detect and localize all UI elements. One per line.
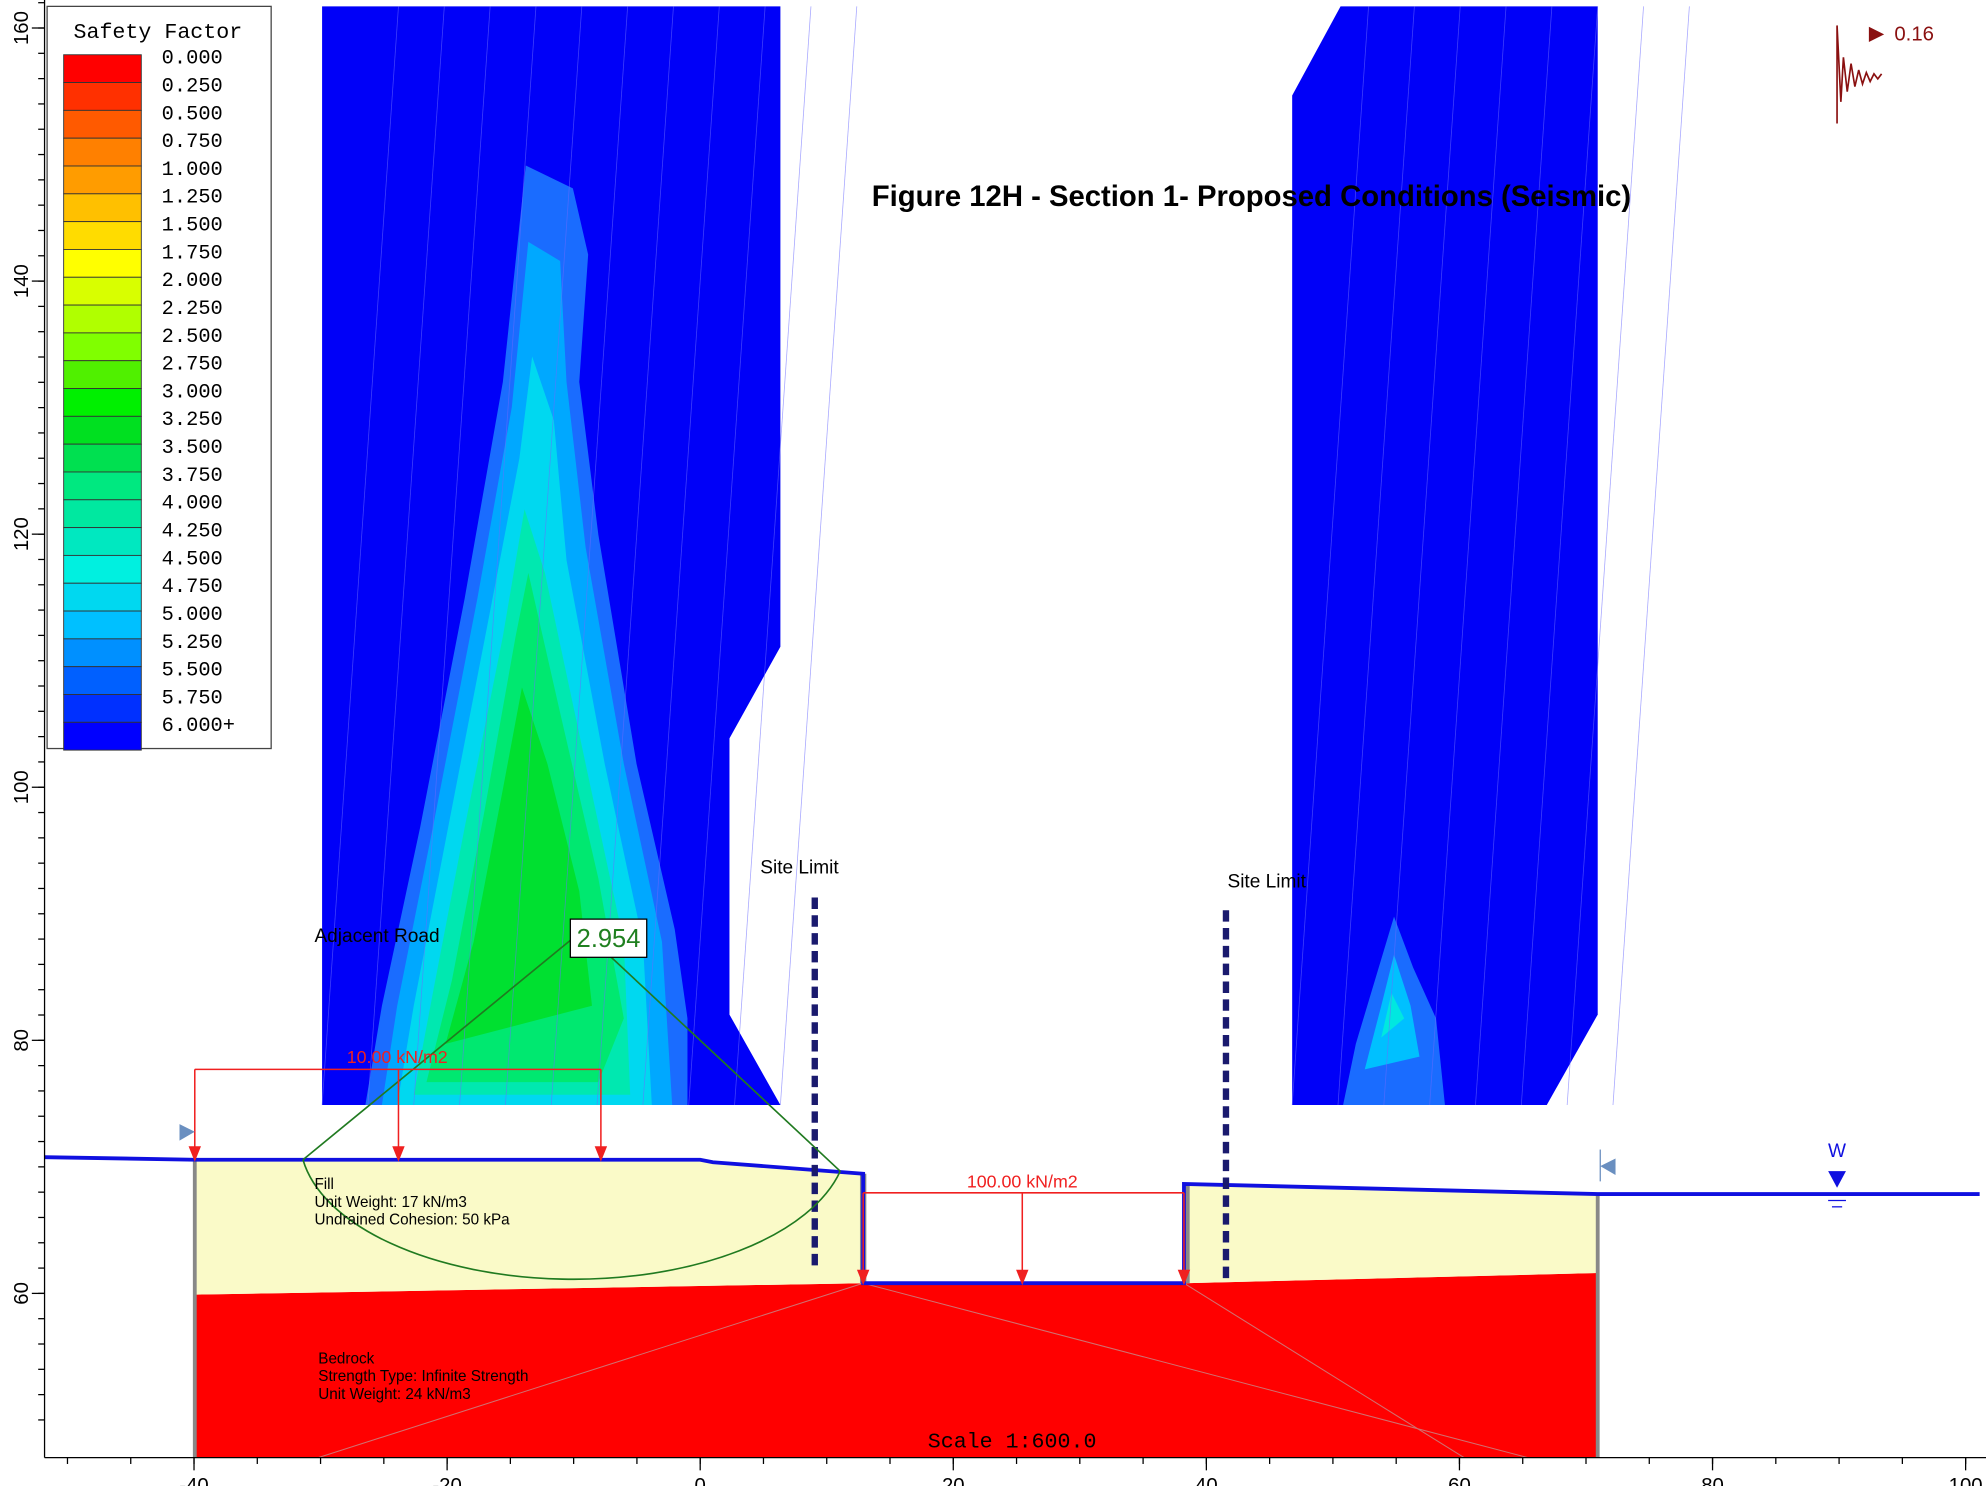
legend-swatch [64,667,142,695]
y-tick-label: 100 [11,770,33,804]
legend-swatch [64,110,142,138]
legend-label: 2.250 [162,298,223,321]
legend-label: 3.000 [162,381,223,404]
y-tick-label: 80 [11,1029,33,1052]
legend-swatch [64,611,142,639]
legend-swatch [64,249,142,277]
legend-swatch [64,639,142,667]
x-tick-label: -40 [179,1475,208,1486]
legend-swatch [64,166,142,194]
legend-label: 0.500 [162,103,223,126]
y-tick-label: 160 [11,11,33,45]
legend-swatch [64,277,142,305]
legend-label: 0.250 [162,75,223,98]
legend-label: 4.500 [162,548,223,571]
legend-label: 6.000+ [162,715,235,738]
legend-swatch [64,444,142,472]
x-tick-label: 20 [942,1475,965,1486]
legend-swatch [64,416,142,444]
water-marker [1828,1171,1846,1188]
material-label: Strength Type: Infinite Strength [318,1368,528,1385]
legend-swatch [64,389,142,417]
legend-swatch [64,138,142,166]
legend-label: 2.000 [162,270,223,293]
legend-label: 3.250 [162,409,223,432]
legend-label: 5.250 [162,632,223,655]
legend-swatch [64,500,142,528]
mesh-line [1613,6,1689,1105]
legend-label: 4.250 [162,521,223,544]
legend-swatch [64,528,142,556]
x-tick-label: 0 [695,1475,706,1486]
legend-swatch [64,194,142,222]
legend-title: Safety Factor [74,21,243,45]
y-tick-label: 60 [11,1282,33,1305]
fill-left [195,1160,863,1295]
legend-label: 1.000 [162,159,223,182]
legend-label: 2.750 [162,354,223,377]
contour-zones [322,6,1689,1105]
legend-swatch [64,333,142,361]
fill-right [1184,1184,1598,1283]
x-tick-label: -20 [432,1475,461,1486]
marker [1600,1158,1615,1175]
legend-swatch [64,222,142,250]
title: Figure 12H - Section 1- Proposed Conditi… [872,180,1631,213]
y-tick-label: 120 [11,517,33,551]
legend-label: 4.000 [162,493,223,516]
seismic-coefficient: 0.16 [1894,24,1934,46]
legend-swatch [64,583,142,611]
material-label: Undrained Cohesion: 50 kPa [314,1212,510,1229]
legend-swatch [64,722,142,750]
legend-label: 5.000 [162,604,223,627]
x-tick-label: 60 [1448,1475,1471,1486]
x-tick-label: 100 [1949,1475,1983,1486]
mesh-line [780,6,856,1105]
slope-view: 2.954 10.00 kN/m2 100.00 kN/m2 Figure 12… [0,0,1986,1486]
safety-factor: 2.954 [577,925,641,953]
site-limit-label: Site Limit [760,857,839,878]
site-limits [815,897,1226,1279]
legend-label: 1.250 [162,187,223,210]
legend-label: 5.500 [162,660,223,683]
x-tick-label: 80 [1701,1475,1724,1486]
x-tick-label: 40 [1195,1475,1218,1486]
material-label: Unit Weight: 17 kN/m3 [314,1194,466,1211]
legend-label: 3.500 [162,437,223,460]
legend-swatch [64,694,142,722]
material-label: Fill [314,1176,334,1193]
legend-swatch [64,55,142,83]
legend-swatch [64,305,142,333]
seismic-icon [1837,25,1882,123]
scale: Scale 1:600.0 [928,1430,1097,1454]
water-label: W [1828,1141,1846,1162]
load-label: 10.00 kN/m2 [347,1047,448,1067]
legend-swatch [64,83,142,111]
legend-label: 5.750 [162,687,223,710]
marker [180,1124,195,1141]
material-label: Bedrock [318,1350,374,1367]
legend-label: 4.750 [162,576,223,599]
load-label: 100.00 kN/m2 [967,1172,1078,1192]
y-tick-label: 140 [11,264,33,298]
road-label: Adjacent Road [314,926,439,947]
legend-label: 1.750 [162,242,223,265]
seismic-icon [1869,27,1884,42]
page: {"title":"Figure 12H - Section 1- Propos… [0,0,1986,1486]
material-label: Unit Weight: 24 kN/m3 [318,1386,470,1403]
legend-swatch [64,361,142,389]
site-limit-label: Site Limit [1227,871,1306,892]
legend-label: 0.750 [162,131,223,154]
legend-label: 3.750 [162,465,223,488]
legend-label: 1.500 [162,215,223,238]
zone-right [1292,6,1598,1105]
legend-swatch [64,472,142,500]
legend-swatch [64,555,142,583]
legend-label: 0.000 [162,48,223,71]
legend-label: 2.500 [162,326,223,349]
